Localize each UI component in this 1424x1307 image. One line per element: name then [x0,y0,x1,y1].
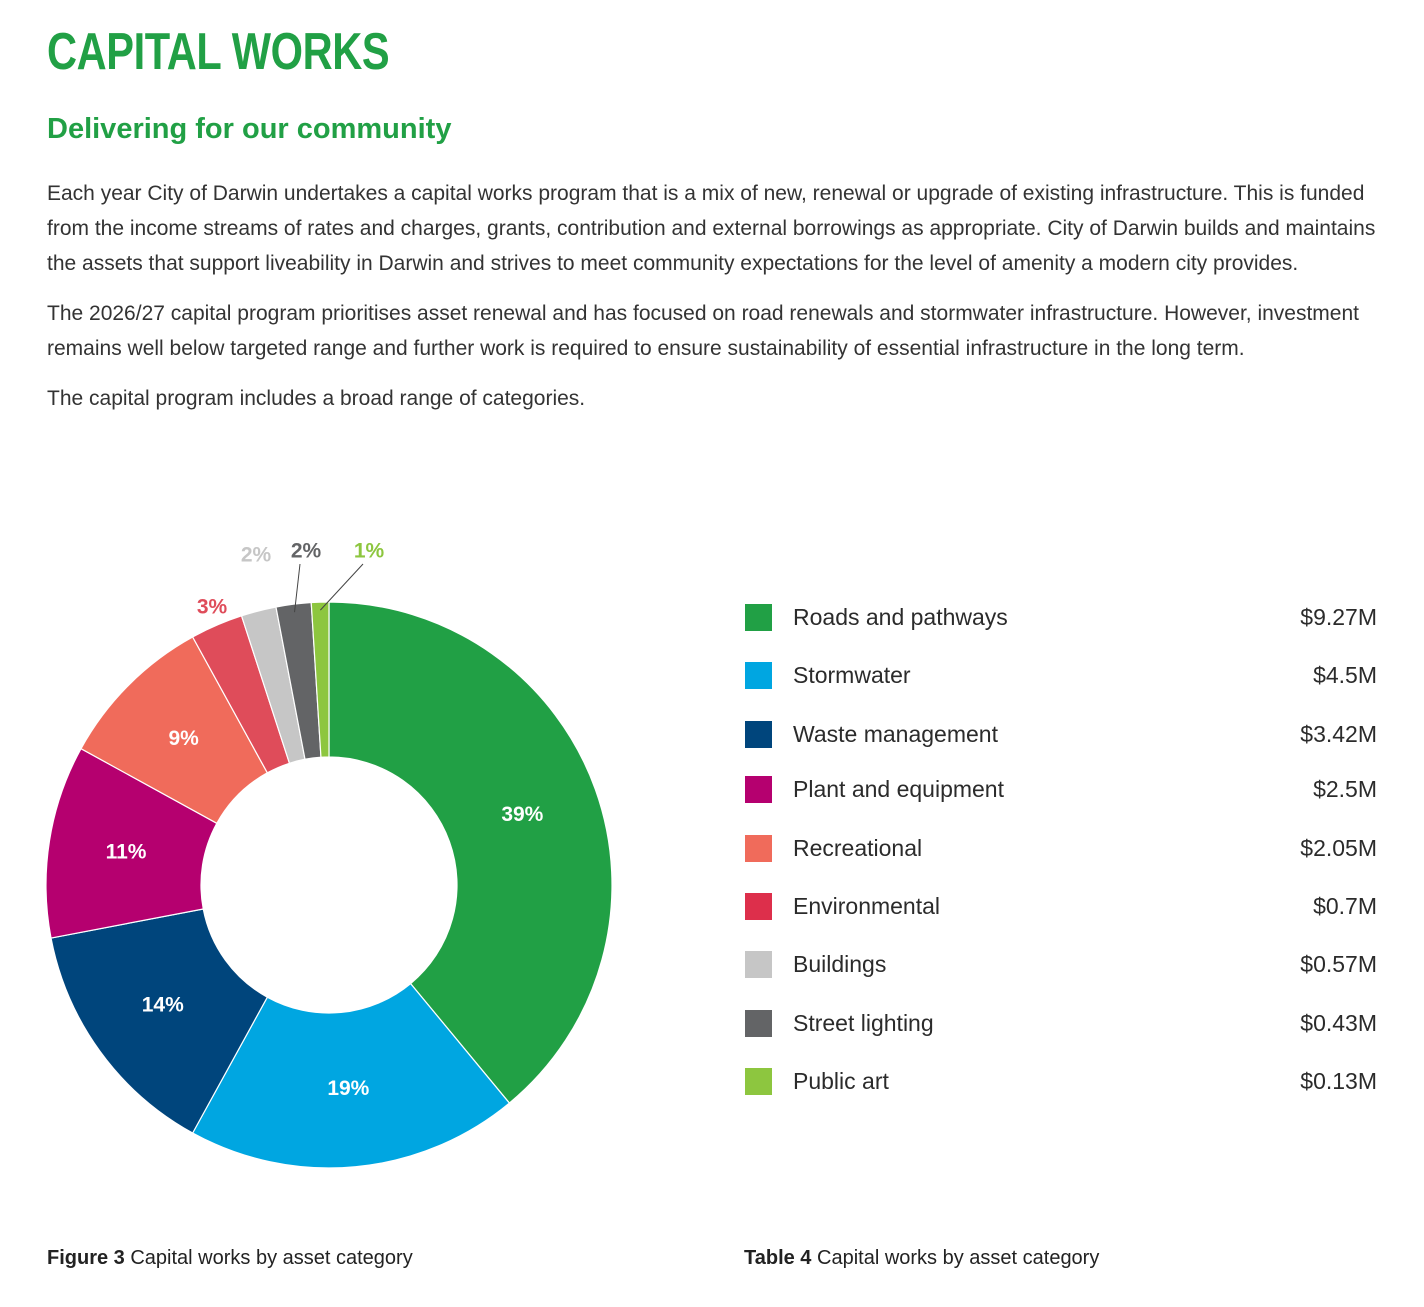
leader-line [319,563,364,611]
slice-label: 39% [501,803,543,826]
table-cell: Public art [793,1068,889,1094]
body-text: Each year City of Darwin undertakes a ca… [47,176,1397,431]
legend-swatch [745,604,772,631]
legend-swatch [745,662,772,689]
caption-label: Figure 3 [47,1247,125,1269]
leader-line [294,563,301,613]
table-cell: Environmental [793,893,940,919]
figure: 39% 19% 14% 11% 9% 3% 2% 2% 1% Roads and pathways… [45,540,1377,1169]
subtitle: Delivering for our community [47,113,452,145]
table-cell: $0.57M [1300,951,1377,977]
table-cell: Street lighting [793,1010,934,1036]
table-cell: $0.13M [1300,1068,1377,1094]
legend-swatch [745,721,772,748]
table-cell: Roads and pathways [793,604,1008,630]
legend-swatch [745,1010,772,1037]
legend-swatch [745,951,772,978]
table-cell: Recreational [793,835,922,861]
caption-text: Capital works by asset category [817,1247,1100,1269]
caption-text: Capital works by asset category [130,1247,413,1269]
figure-caption: Figure 3 Capital works by asset category [47,1247,413,1270]
table-cell: Waste management [793,721,999,747]
slice-label: 3% [197,596,228,619]
slice-label: 2% [291,540,322,563]
slice-label: 2% [241,544,272,567]
table-cell: Buildings [793,951,886,977]
donut-slice [328,601,613,1104]
legend-swatch [745,776,772,803]
table-cell: $2.5M [1313,776,1377,802]
table-cell: $9.27M [1300,604,1377,630]
table-cell: $2.05M [1300,835,1377,861]
table-cell: Plant and equipment [793,776,1005,802]
slice-label: 14% [142,993,184,1016]
slice-label: 9% [169,727,200,750]
table-cell: $0.43M [1300,1010,1377,1036]
paragraph: Each year City of Darwin undertakes a ca… [47,182,1376,275]
table-cell: $3.42M [1300,721,1377,747]
donut-slice [191,982,511,1169]
table-cell: $0.7M [1313,893,1377,919]
slice-label: 19% [327,1077,369,1100]
legend-swatch [745,893,772,920]
donut-slice [310,601,330,758]
paragraph: The capital program includes a broad ran… [47,387,586,410]
table-cell: $4.5M [1313,662,1377,688]
legend-swatch [745,835,772,862]
table-cell: Stormwater [793,662,911,688]
slice-label: 1% [354,540,385,563]
table-caption: Table 4 Capital works by asset category [744,1247,1099,1270]
slice-label: 11% [106,840,147,863]
caption-label: Table 4 [744,1247,812,1269]
paragraph: The 2026/27 capital program prioritises … [47,302,1359,360]
legend-swatch [745,1068,772,1095]
donut-slice [50,908,269,1134]
page-title: CAPITAL WORKS [47,23,390,81]
